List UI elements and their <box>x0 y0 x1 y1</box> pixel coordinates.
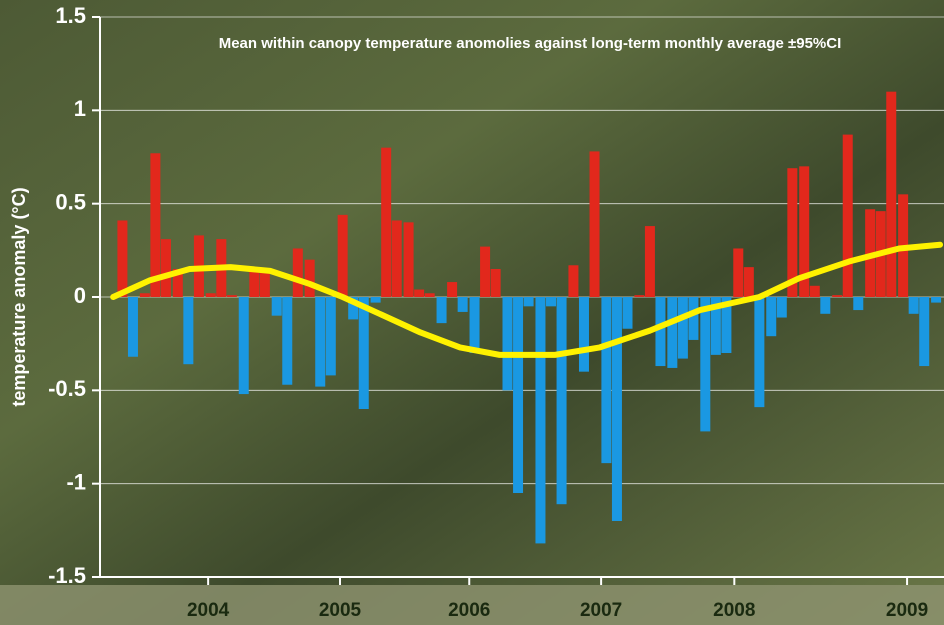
bar <box>205 293 216 297</box>
bar <box>578 297 589 372</box>
bar <box>523 297 534 307</box>
bar <box>655 297 666 367</box>
x-tick-label: 2009 <box>886 600 928 621</box>
bar <box>721 297 732 353</box>
bar <box>127 297 138 357</box>
bar <box>348 297 359 320</box>
bar <box>150 153 161 297</box>
bar <box>358 297 369 409</box>
bar <box>490 269 501 297</box>
bar <box>139 293 150 297</box>
bar <box>271 297 282 316</box>
bar <box>710 297 721 355</box>
bar <box>589 151 600 297</box>
bar <box>259 269 270 297</box>
y-tick-label: -1 <box>66 469 86 494</box>
bar <box>535 297 546 544</box>
bar <box>172 269 183 297</box>
bar <box>743 267 754 297</box>
x-tick-label: 2006 <box>448 600 490 621</box>
bar <box>622 297 633 329</box>
y-tick-label: 0 <box>74 283 86 308</box>
bar <box>436 297 447 324</box>
bar <box>447 282 458 297</box>
bar <box>292 248 303 297</box>
y-tick-label: -0.5 <box>48 376 86 401</box>
x-tick-label: 2005 <box>319 600 362 621</box>
bar <box>931 297 942 303</box>
bar <box>667 297 678 368</box>
bar <box>568 265 579 297</box>
bar <box>611 297 622 521</box>
bar <box>832 295 843 297</box>
bar <box>282 297 293 385</box>
bar <box>820 297 831 314</box>
bar <box>403 222 414 297</box>
bar <box>556 297 567 505</box>
bar <box>391 220 402 297</box>
x-tick-label: 2004 <box>187 600 230 621</box>
bar <box>238 297 249 395</box>
y-tick-label: -1.5 <box>48 563 86 588</box>
y-axis-label: temperature anomaly (°C) <box>9 187 29 406</box>
y-tick-label: 1.5 <box>55 3 86 28</box>
bar <box>424 293 435 297</box>
bar <box>325 297 336 376</box>
bar <box>733 248 744 297</box>
bar <box>315 297 326 387</box>
bar <box>886 91 897 298</box>
bar <box>754 297 765 408</box>
bar <box>117 220 128 297</box>
x-tick-label: 2008 <box>713 600 755 621</box>
bar <box>480 246 491 297</box>
bar <box>766 297 777 337</box>
trend-line <box>110 241 944 358</box>
bar <box>160 239 171 297</box>
bar <box>842 134 853 297</box>
bar <box>809 285 820 297</box>
chart-title: Mean within canopy temperature anomolies… <box>219 35 842 52</box>
bar <box>502 297 513 391</box>
bar <box>919 297 930 367</box>
bar <box>370 297 381 303</box>
bar <box>677 297 688 359</box>
bar <box>414 289 425 297</box>
bar <box>634 295 645 297</box>
bar <box>787 168 798 297</box>
bar <box>688 297 699 340</box>
axis-band <box>0 585 944 625</box>
bar <box>853 297 864 311</box>
bar <box>249 267 260 297</box>
y-tick-label: 0.5 <box>55 189 86 214</box>
bar <box>776 297 787 318</box>
bar <box>226 295 237 297</box>
y-tick-label: 1 <box>74 96 86 121</box>
bar <box>601 297 612 464</box>
bar <box>304 259 315 297</box>
bar <box>469 297 480 353</box>
bar <box>644 226 655 297</box>
bar <box>183 297 194 365</box>
bar <box>337 214 348 297</box>
bar <box>700 297 711 432</box>
bar <box>799 166 810 297</box>
x-tick-label: 2007 <box>580 600 622 621</box>
bar <box>513 297 524 493</box>
bar <box>457 297 468 312</box>
bar <box>908 297 919 314</box>
bar <box>381 147 392 297</box>
bar <box>546 297 557 307</box>
